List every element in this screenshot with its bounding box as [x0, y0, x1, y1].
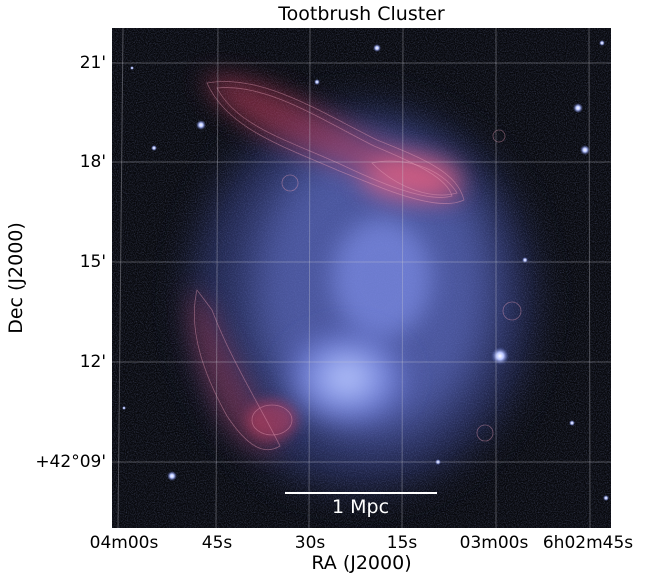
figure-title: Tootbrush Cluster [278, 3, 445, 25]
y-tick-label: 18' [79, 152, 106, 172]
sky-image-panel [112, 28, 611, 528]
x-tick-label: 04m00s [89, 533, 159, 553]
x-axis-label: RA (J2000) [311, 552, 412, 574]
radio-emission [189, 76, 522, 452]
y-tick-label: 15' [79, 252, 106, 272]
xray-emission [192, 108, 532, 488]
y-tick-label: +42°09' [35, 452, 106, 472]
y-tick-label: 21' [79, 53, 106, 73]
x-tick-label: 15s [386, 533, 418, 553]
x-tick-label: 6h02m45s [542, 533, 634, 553]
y-tick-label: 12' [79, 352, 106, 372]
x-tick-label: 30s [294, 533, 326, 553]
point-sources [122, 40, 609, 501]
x-tick-label: 03m00s [459, 533, 529, 553]
coordinate-grid [112, 28, 611, 528]
y-axis-label: Dec (J2000) [5, 222, 27, 334]
scale-bar-label: 1 Mpc [332, 496, 390, 518]
composite-sky-image [112, 28, 611, 528]
x-tick-label: 45s [201, 533, 233, 553]
